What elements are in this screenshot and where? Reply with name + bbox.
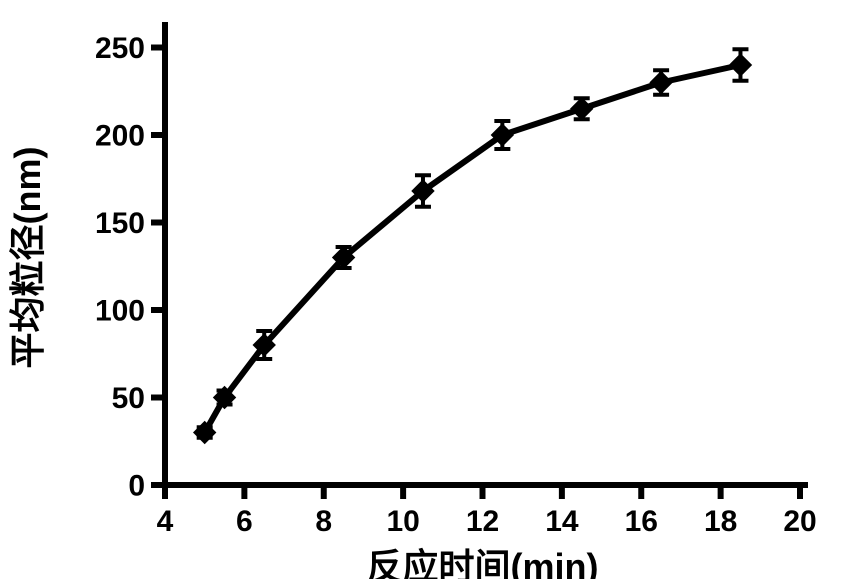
x-tick-label: 8	[315, 505, 332, 538]
x-tick-label: 4	[157, 505, 174, 538]
x-tick-label: 10	[386, 505, 419, 538]
y-tick-label: 0	[128, 470, 145, 503]
data-marker	[650, 72, 672, 94]
x-tick-label: 16	[625, 505, 658, 538]
y-tick-label: 100	[95, 295, 145, 328]
x-tick-label: 18	[704, 505, 737, 538]
data-marker	[729, 54, 751, 76]
y-tick-label: 250	[95, 32, 145, 65]
data-marker	[571, 98, 593, 120]
x-tick-label: 12	[466, 505, 499, 538]
y-tick-label: 50	[112, 382, 145, 415]
x-axis-label: 反应时间(min)	[367, 546, 599, 579]
x-tick-label: 6	[236, 505, 253, 538]
x-tick-label: 14	[545, 505, 579, 538]
y-tick-label: 200	[95, 120, 145, 153]
x-tick-label: 20	[783, 505, 816, 538]
y-axis-label: 平均粒径(nm)	[7, 147, 48, 369]
series-line	[205, 65, 741, 433]
y-tick-label: 150	[95, 207, 145, 240]
line-chart: 468101214161820050100150200250 反应时间(min)…	[0, 0, 848, 579]
